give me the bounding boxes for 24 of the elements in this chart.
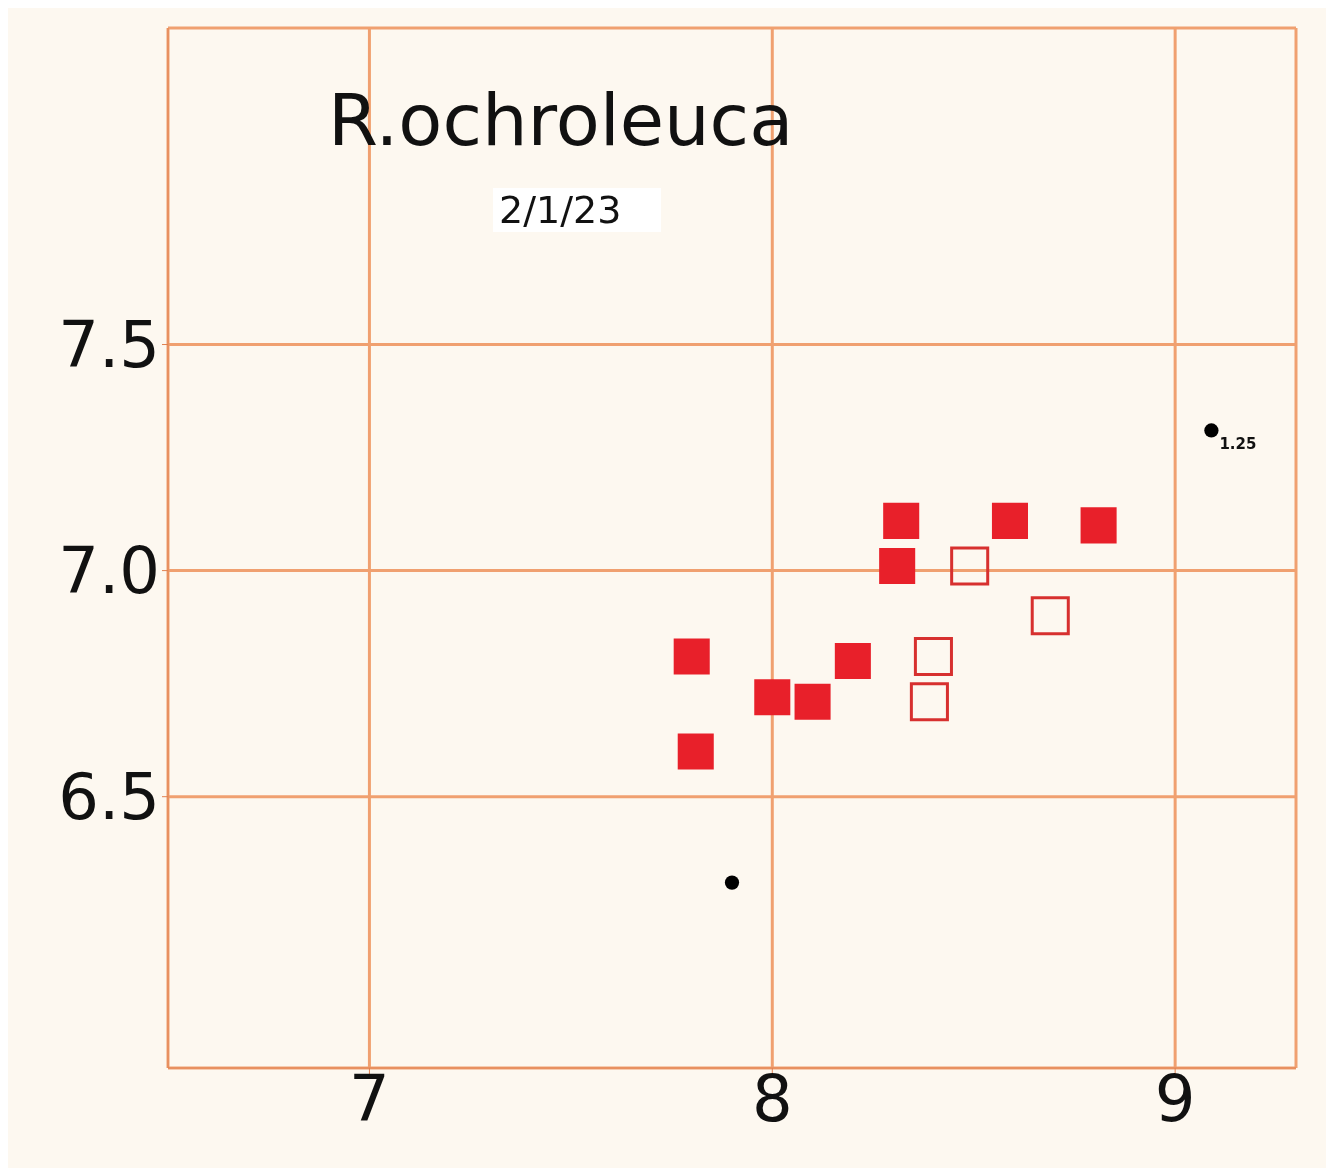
- text: 2/1/23: [493, 188, 662, 232]
- point: [1080, 507, 1117, 544]
- y-tick-label: 6.5: [58, 760, 160, 835]
- x-tick-label: 9: [1154, 1062, 1196, 1137]
- x-tick-label: 8: [751, 1062, 793, 1137]
- point: [1204, 423, 1219, 438]
- point: [673, 638, 710, 675]
- point: [909, 682, 949, 722]
- x-tick-label: 7: [349, 1062, 390, 1137]
- point: [1030, 596, 1070, 636]
- point: [754, 679, 791, 716]
- point: [724, 875, 740, 890]
- text: R.ochroleuca: [328, 78, 794, 162]
- point: [677, 733, 714, 770]
- point: [794, 683, 831, 720]
- point: [834, 643, 871, 680]
- point: [879, 548, 916, 585]
- point: [913, 636, 953, 677]
- y-tick-label: 7.0: [58, 534, 160, 609]
- point: [950, 546, 990, 586]
- y-tick-label: 7.5: [58, 308, 160, 383]
- point: [991, 502, 1028, 539]
- annotation: 1.25: [1219, 435, 1257, 454]
- point: [883, 502, 920, 539]
